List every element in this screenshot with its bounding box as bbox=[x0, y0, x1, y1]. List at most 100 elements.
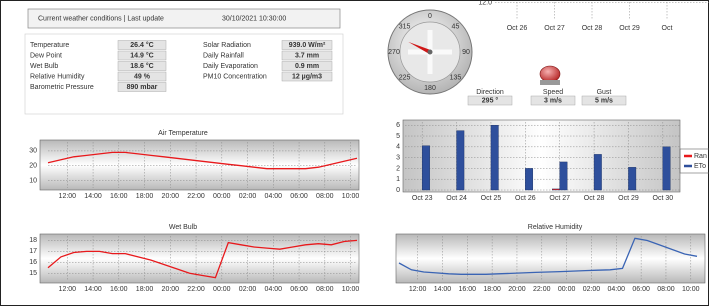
reading-label: Wet Bulb bbox=[30, 63, 58, 70]
reading-value: 0.9 mm bbox=[295, 63, 319, 70]
x-tick-label: Oct 26 bbox=[507, 25, 528, 32]
y-tick-label: 3 bbox=[396, 154, 400, 161]
y-tick-label: 4 bbox=[396, 144, 400, 151]
x-tick-label: 12:00 bbox=[59, 286, 77, 293]
bar bbox=[663, 147, 671, 190]
reading-label: Barometric Pressure bbox=[30, 84, 94, 91]
reading-label: Daily Rainfall bbox=[203, 52, 244, 59]
x-tick-label: Oct 27 bbox=[544, 25, 565, 32]
x-tick-label: 06:00 bbox=[290, 286, 308, 293]
x-tick-label: 08:00 bbox=[657, 286, 675, 293]
y-tick-label: 30 bbox=[29, 148, 37, 155]
x-tick-label: 20:00 bbox=[162, 193, 180, 200]
x-tick-label: 04:00 bbox=[265, 193, 283, 200]
x-tick-label: 00:00 bbox=[213, 286, 231, 293]
x-tick-label: 14:00 bbox=[434, 286, 452, 293]
x-tick-label: 08:00 bbox=[316, 286, 334, 293]
x-tick-label: 06:00 bbox=[290, 193, 308, 200]
bar bbox=[552, 189, 560, 190]
x-tick-label: 18:00 bbox=[136, 193, 154, 200]
dial-label: 225 bbox=[399, 74, 411, 81]
y-tick-label: 5 bbox=[396, 133, 400, 140]
bar bbox=[525, 168, 533, 190]
x-tick-label: 16:00 bbox=[110, 286, 128, 293]
y-tick-label: 20 bbox=[29, 163, 37, 170]
reading-value: 939.0 W/m² bbox=[289, 42, 326, 49]
x-tick-label: 02:00 bbox=[239, 286, 257, 293]
x-tick-label: 10:00 bbox=[342, 193, 360, 200]
dial-label: 270 bbox=[388, 49, 400, 56]
status-timestamp: 30/10/2021 10:30:00 bbox=[222, 15, 286, 22]
y-tick-label: 15 bbox=[29, 270, 37, 277]
x-tick-label: Oct 25 bbox=[481, 195, 502, 202]
page: Current weather conditions | Last update… bbox=[0, 0, 709, 306]
x-tick-label: 00:00 bbox=[558, 286, 576, 293]
y-tick-label: 16 bbox=[29, 259, 37, 266]
x-tick-label: Oct 23 bbox=[412, 195, 433, 202]
bar bbox=[594, 154, 602, 190]
plot-area bbox=[403, 120, 680, 192]
dial-label: 315 bbox=[399, 23, 411, 30]
reading-label: Temperature bbox=[30, 42, 69, 49]
x-tick-label: 06:00 bbox=[632, 286, 650, 293]
x-tick-label: Oct 30 bbox=[653, 195, 674, 202]
y-tick-label: 10 bbox=[29, 177, 37, 184]
dial-label: 135 bbox=[450, 74, 462, 81]
reading-value: 12 µg/m3 bbox=[292, 73, 322, 80]
bar bbox=[560, 162, 568, 190]
wind-value: 295 ° bbox=[482, 96, 499, 104]
anemometer-base bbox=[540, 80, 560, 85]
plot-area bbox=[40, 140, 359, 190]
dashboard: Current weather conditions | Last update… bbox=[0, 0, 709, 306]
plot-area bbox=[40, 234, 359, 283]
dial-label: 0 bbox=[428, 13, 432, 20]
reading-value: 26.4 °C bbox=[130, 41, 153, 49]
x-tick-label: 16:00 bbox=[110, 193, 128, 200]
bar bbox=[422, 146, 430, 190]
wind-value: 5 m/s bbox=[595, 97, 613, 104]
reading-value: 890 mbar bbox=[127, 84, 158, 91]
bar bbox=[628, 167, 636, 190]
dial-label: 180 bbox=[424, 85, 436, 92]
status-title: Current weather conditions | Last update bbox=[38, 15, 164, 22]
x-tick-label: 22:00 bbox=[187, 286, 205, 293]
reading-label: Daily Evaporation bbox=[203, 63, 258, 70]
dial-label: 45 bbox=[452, 23, 460, 30]
x-tick-label: 16:00 bbox=[459, 286, 477, 293]
x-tick-label: Oct bbox=[662, 25, 673, 32]
x-tick-label: 04:00 bbox=[265, 286, 283, 293]
x-tick-label: 14:00 bbox=[84, 193, 102, 200]
y-tick-label: 2 bbox=[396, 165, 400, 172]
wind-label: Speed bbox=[543, 89, 563, 96]
x-tick-label: 04:00 bbox=[608, 286, 626, 293]
x-tick-label: 10:00 bbox=[682, 286, 700, 293]
x-tick-label: 14:00 bbox=[84, 286, 102, 293]
legend-label: Ran bbox=[694, 153, 707, 160]
reading-label: Solar Radiation bbox=[203, 42, 251, 49]
x-tick-label: Oct 27 bbox=[549, 195, 570, 202]
legend-label: ETo bbox=[694, 163, 706, 170]
x-tick-label: Oct 29 bbox=[618, 195, 639, 202]
x-tick-label: 12:00 bbox=[409, 286, 427, 293]
x-tick-label: 02:00 bbox=[583, 286, 601, 293]
x-tick-label: Oct 28 bbox=[582, 25, 603, 32]
anemometer-icon bbox=[540, 66, 560, 82]
x-tick-label: Oct 28 bbox=[584, 195, 605, 202]
y-tick-label: 0 bbox=[396, 187, 400, 194]
wind-label: Gust bbox=[597, 89, 612, 96]
y-tick-label: 6 bbox=[396, 122, 400, 129]
x-tick-label: 22:00 bbox=[533, 286, 551, 293]
y-tick-label: 17 bbox=[29, 248, 37, 255]
reading-value: 49 % bbox=[134, 73, 151, 80]
x-tick-label: 08:00 bbox=[316, 193, 334, 200]
x-tick-label: 00:00 bbox=[213, 193, 231, 200]
wind-value: 3 m/s bbox=[544, 97, 562, 104]
x-tick-label: 02:00 bbox=[239, 193, 257, 200]
chart-title: Air Temperature bbox=[158, 130, 208, 137]
x-tick-label: 10:00 bbox=[342, 286, 360, 293]
reading-value: 14.9 °C bbox=[130, 51, 153, 59]
x-tick-label: 18:00 bbox=[483, 286, 501, 293]
x-tick-label: 20:00 bbox=[162, 286, 180, 293]
x-tick-label: 22:00 bbox=[187, 193, 205, 200]
x-tick-label: Oct 29 bbox=[619, 25, 640, 32]
